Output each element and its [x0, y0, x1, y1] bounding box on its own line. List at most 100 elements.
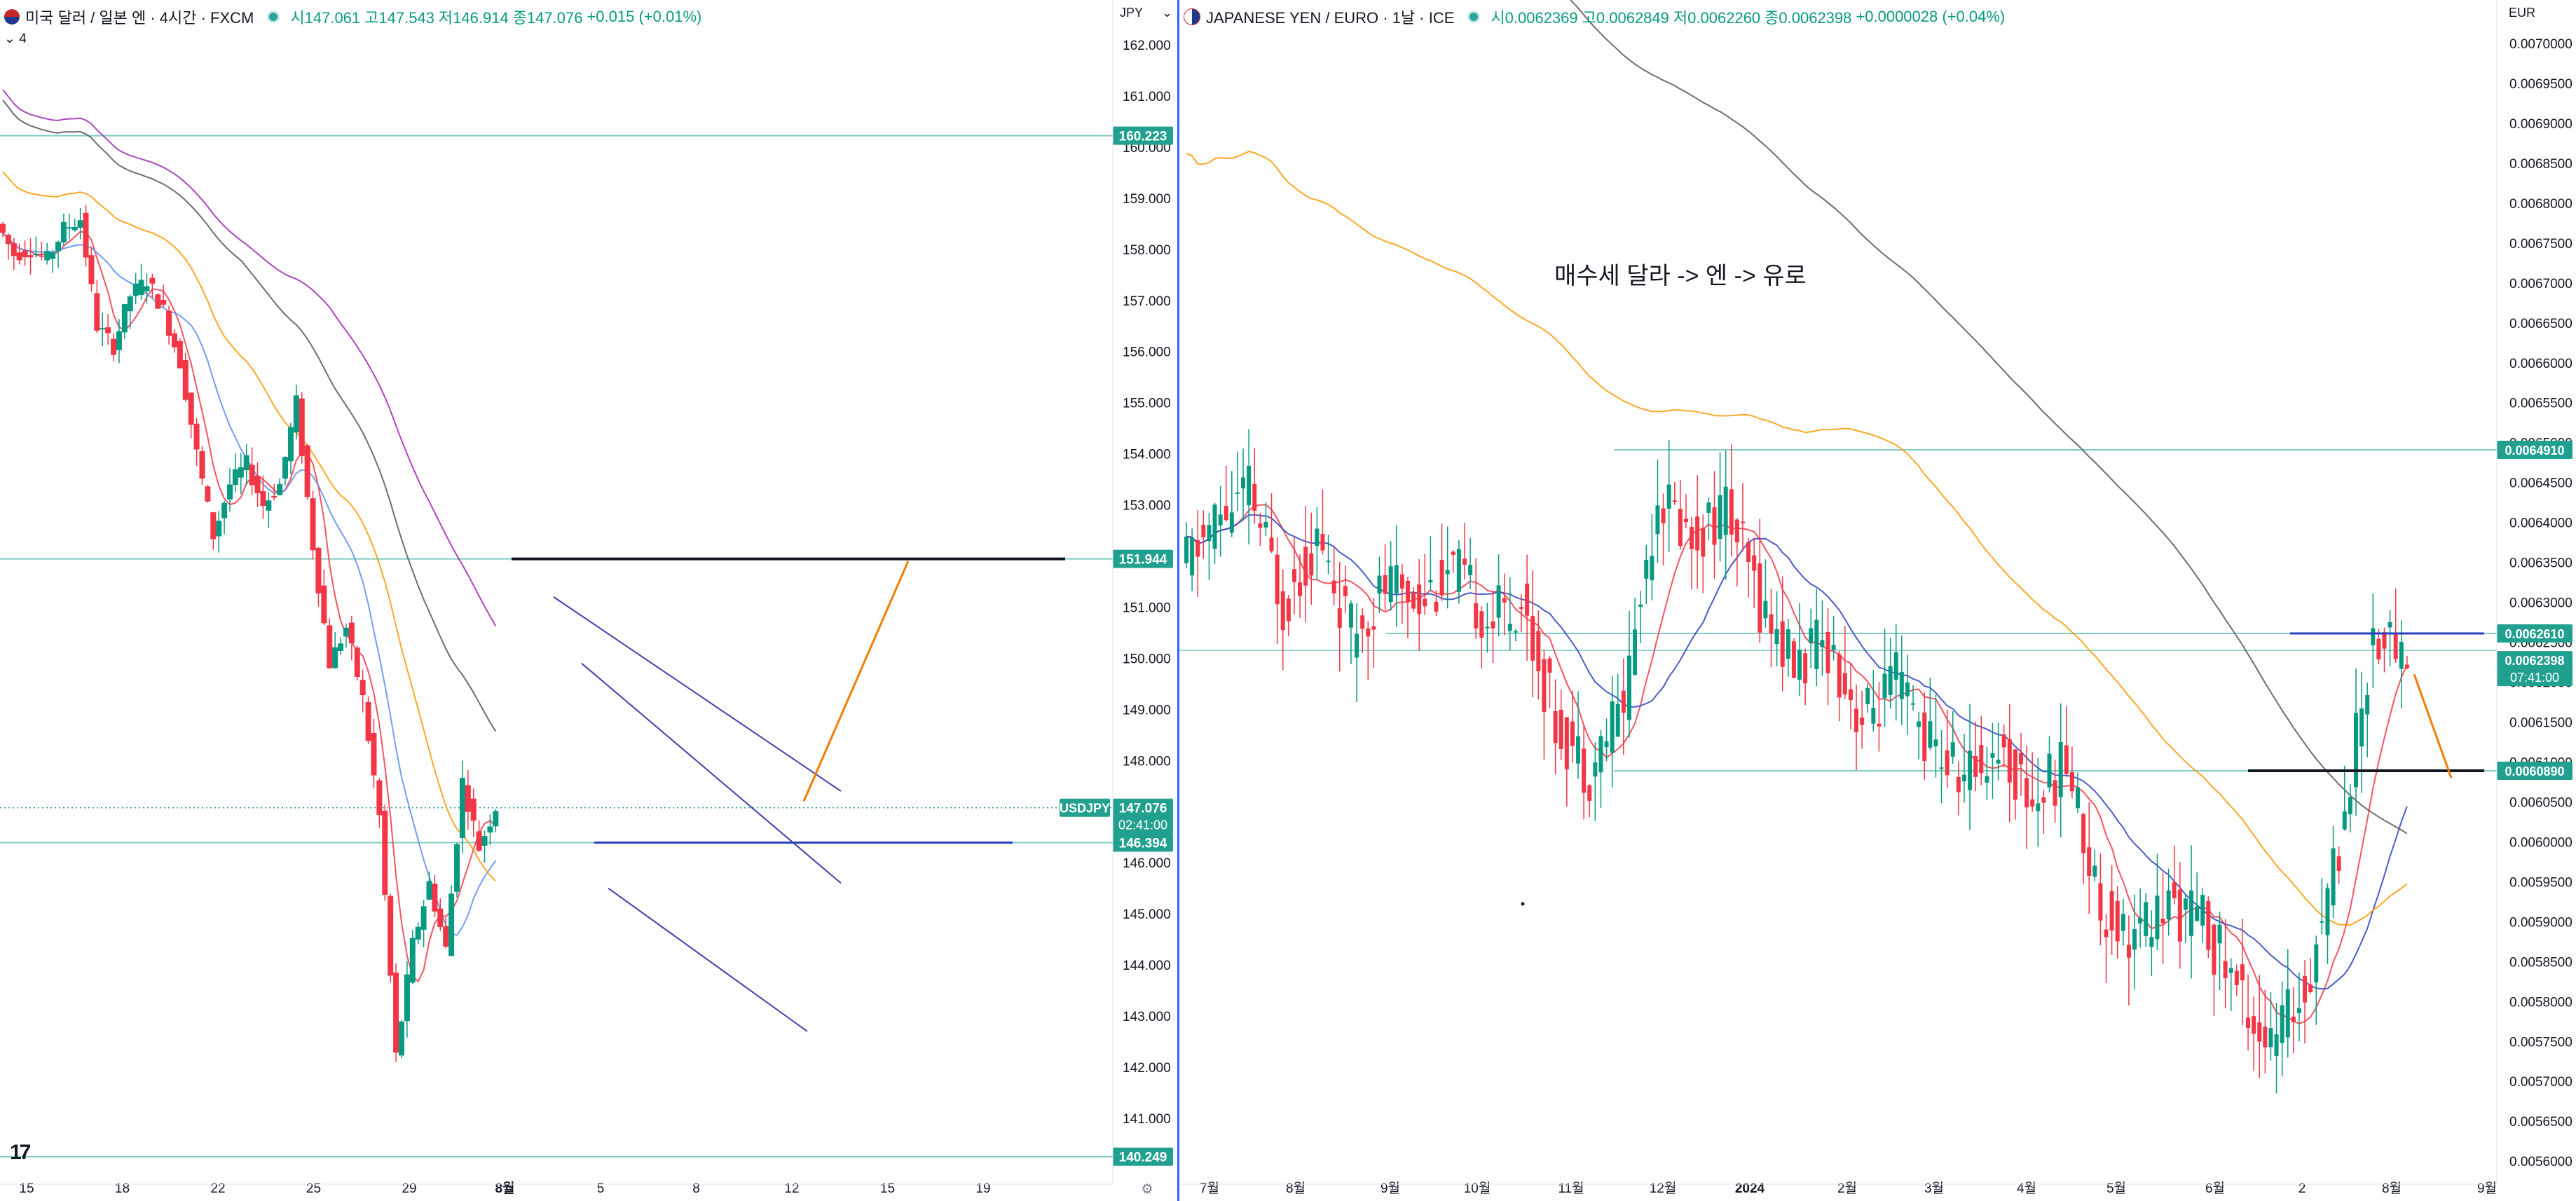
channel-lower-line — [608, 887, 808, 1032]
candle-body — [388, 895, 394, 976]
candle-body — [1348, 603, 1353, 628]
candle-body — [1678, 509, 1683, 547]
candle-body — [127, 296, 133, 312]
tradingview-logo-icon[interactable]: 17 — [10, 1141, 31, 1164]
candle-body — [2228, 968, 2233, 973]
candle-body — [2223, 961, 2228, 979]
jpyeur-legend: JAPANESE YEN / EURO · 1날 · ICE 시0.006236… — [1184, 4, 2009, 29]
candle-body — [2058, 741, 2063, 797]
usdjpy-chart-pane[interactable]: 162.000 161.000 160.000 159.000 158.000 157.0… — [0, 0, 1177, 1201]
candle-body — [1933, 739, 1938, 747]
candle-body — [1672, 500, 1677, 502]
candle-body — [249, 465, 255, 486]
candle-body — [1621, 690, 1626, 713]
usdjpy-currency-chevron-icon[interactable]: ⌄ — [1162, 6, 1173, 20]
y-tick-label: 153.000 — [1123, 499, 1171, 514]
y-tick-label: 149.000 — [1123, 703, 1171, 718]
jpyeur-high: 고0.0062849 — [1582, 9, 1669, 27]
y-tick-label: 158.000 — [1123, 243, 1171, 258]
candle-body — [1644, 560, 1649, 579]
indicator-toggle[interactable]: ⌄ 4 — [4, 32, 27, 46]
usdjpy-change: +0.015 (+0.01%) — [587, 8, 702, 25]
candle-body — [487, 826, 493, 833]
candle-body — [1877, 723, 1882, 727]
candle-body — [1229, 512, 1234, 533]
candle-body — [1797, 650, 1802, 680]
candle-body — [166, 310, 172, 336]
usdjpy-chart[interactable]: 162.000161.000160.000159.000158.000157.0… — [0, 0, 1177, 1201]
price-tag-label: 0.0064910 — [2505, 444, 2564, 458]
candle-body — [1360, 615, 1365, 629]
pane-divider[interactable] — [1177, 0, 1179, 1201]
candle-body — [2274, 1034, 2279, 1056]
candle-body — [2240, 964, 2245, 981]
candle-body — [2252, 1016, 2256, 1034]
candle-body — [1968, 750, 1973, 790]
candle-body — [376, 780, 383, 816]
countdown-timer-label: 07:41:00 — [2510, 671, 2559, 685]
candle-body — [1774, 629, 1779, 645]
candle-body — [1496, 585, 1501, 618]
candle-body — [1417, 584, 1422, 615]
x-tick-label: 5월 — [2106, 1181, 2126, 1196]
candle-body — [415, 926, 421, 940]
candle-body — [1558, 709, 1563, 750]
candle-body — [2177, 889, 2182, 942]
x-tick-label: 10월 — [1464, 1181, 1491, 1196]
usdjpy-currency[interactable]: JPY — [1120, 6, 1144, 20]
candle-body — [1655, 505, 1660, 535]
candle-body — [1315, 528, 1320, 547]
chart-annotation[interactable]: 매수세 달라 -> 엔 -> 유로 — [1554, 263, 1807, 289]
x-tick-label: 9월 — [1381, 1181, 1400, 1196]
candle-body — [182, 360, 189, 400]
candle-body — [83, 212, 89, 258]
moving-average-line — [2, 171, 497, 882]
countdown-timer-label: 02:41:00 — [1118, 818, 1167, 832]
candle-body — [432, 884, 438, 912]
candle-body — [1423, 598, 1427, 607]
candle-body — [66, 227, 72, 229]
candle-body — [71, 226, 78, 231]
y-tick-label: 145.000 — [1123, 907, 1171, 922]
candle-body — [1366, 628, 1371, 637]
candle-body — [2064, 745, 2069, 774]
y-tick-label: 0.0064500 — [2509, 476, 2572, 491]
candle-body — [282, 457, 289, 479]
candle-body — [1854, 708, 1859, 732]
candle-body — [338, 643, 344, 652]
candle-body — [2376, 638, 2381, 660]
candle-body — [2018, 753, 2023, 764]
candle-body — [354, 647, 360, 677]
y-tick-label: 0.0057500 — [2509, 1035, 2572, 1050]
price-tag-bg — [1113, 833, 1173, 852]
candle-body — [193, 423, 200, 450]
y-tick-label: 155.000 — [1123, 397, 1171, 411]
candle-body — [260, 491, 266, 506]
candle-body — [2007, 739, 2012, 783]
candle-body — [1690, 527, 1694, 549]
y-tick-label: 0.0063000 — [2509, 596, 2572, 611]
candle-body — [121, 304, 128, 333]
candle-body — [1763, 600, 1768, 619]
candle-body — [2399, 641, 2404, 669]
jpyeur-chart-pane[interactable]: 0.0070000 0.0069500 0.0069000 0.0068500 0.00… — [1179, 0, 2576, 1201]
current-price-label: 0.0062398 — [2505, 654, 2564, 668]
candle-body — [459, 778, 465, 838]
y-tick-label: 0.0066000 — [2509, 357, 2572, 371]
y-tick-label: 157.000 — [1123, 294, 1171, 309]
candle-body — [2183, 898, 2188, 910]
jpyeur-currency[interactable]: EUR — [2509, 6, 2536, 20]
x-tick-label: 2024 — [1735, 1181, 1765, 1196]
y-tick-label: 0.0069500 — [2509, 77, 2572, 92]
jpyeur-chart[interactable]: 0.0070000 0.0069500 0.0069000 0.0068500 0.00… — [1179, 0, 2576, 1201]
candle-body — [470, 798, 477, 821]
candle-body — [1331, 580, 1336, 593]
candle-body — [1343, 586, 1348, 596]
candle-body — [1638, 604, 1643, 608]
channel-upper-line — [553, 596, 842, 792]
candle-body — [1718, 495, 1722, 539]
candle-body — [1212, 505, 1217, 549]
candle-body — [2325, 888, 2330, 935]
candle-body — [171, 333, 177, 348]
candle-body — [315, 547, 322, 593]
